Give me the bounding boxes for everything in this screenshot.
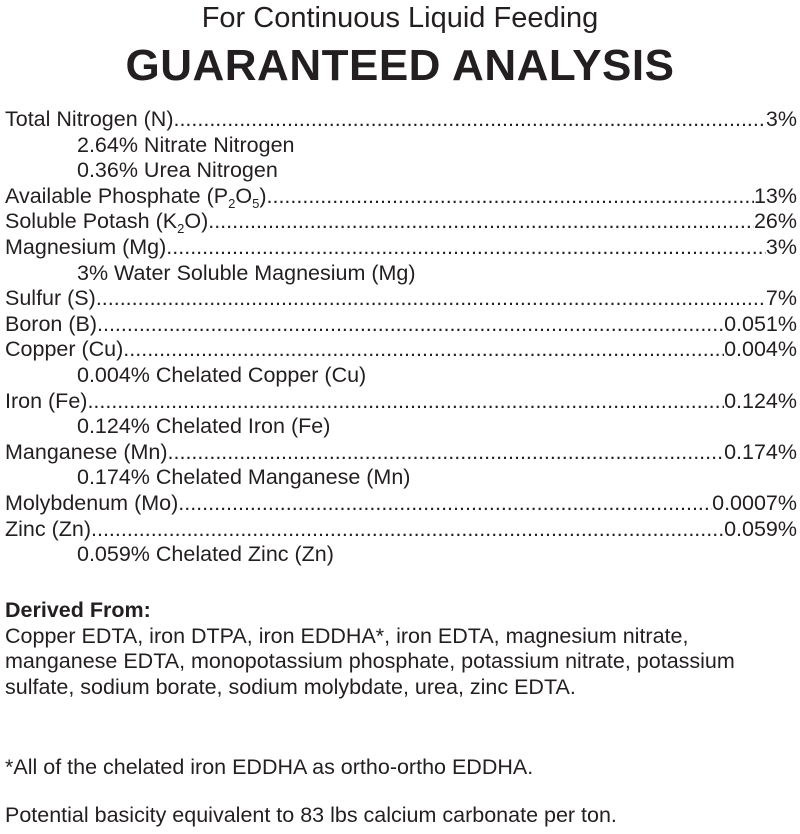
dot-leader [97,312,724,338]
analysis-row: Copper (Cu) 0.004% [5,337,797,363]
nutrient-label: Copper (Cu) [5,337,123,363]
nutrient-value: 0.059% [724,516,797,541]
analysis-subitem: 0.36% Urea Nitrogen [5,158,797,184]
footnote: *All of the chelated iron EDDHA as ortho… [5,755,534,779]
nutrient-label: 0.174% Chelated Manganese (Mn) [77,465,410,491]
label-part: Boron (B) [5,311,98,336]
dot-leader [208,209,754,235]
analysis-row: Sulfur (S) 7% [5,286,797,312]
nutrient-label: 2.64% Nitrate Nitrogen [77,133,295,159]
dot-leader [168,440,725,466]
nutrient-label: Soluble Potash (K2O) [5,209,208,235]
label-part: O) [184,209,209,234]
dot-leader [178,491,712,517]
analysis-row: Total Nitrogen (N) 3% [5,107,797,133]
nutrient-value: 0.051% [724,311,797,336]
dot-leader [87,389,724,415]
label-part: Soluble Potash (K [5,209,178,234]
analysis-row: Available Phosphate (P2O5) 13% [5,184,797,210]
nutrient-label: Manganese (Mn) [5,440,168,466]
label-part: Iron (Fe) [5,388,88,413]
label-part: Sulfur (S) [5,286,96,311]
dot-leader [267,184,754,210]
basicity-statement: Potential basicity equivalent to 83 lbs … [5,803,617,827]
label-part: 0.124% Chelated Iron (Fe) [77,414,331,439]
nutrient-label: Boron (B) [5,312,97,338]
analysis-row: Iron (Fe) 0.124% [5,389,797,415]
label-part: 0.059% Chelated Zinc (Zn) [77,542,334,567]
label-part: 0.174% Chelated Manganese (Mn) [77,465,411,490]
label-part: 5 [252,195,260,211]
nutrient-value: 0.174% [724,439,797,464]
label-part: Zinc (Zn) [5,516,91,541]
nutrient-label: 0.004% Chelated Copper (Cu) [77,363,366,389]
nutrient-value: 0.124% [724,388,797,413]
analysis-subitem: 0.174% Chelated Manganese (Mn) [5,465,797,491]
analysis-subitem: 0.124% Chelated Iron (Fe) [5,414,797,440]
nutrient-label: Total Nitrogen (N) [5,107,173,133]
nutrient-label: Iron (Fe) [5,389,87,415]
nutrient-label: 0.36% Urea Nitrogen [77,158,278,184]
nutrient-value: 7% [765,286,797,311]
nutrient-label: Molybdenum (Mo) [5,491,178,517]
label-part: 2 [177,221,185,237]
label-part: 2 [228,195,236,211]
derived-heading: Derived From: [5,598,151,622]
analysis-row: Soluble Potash (K2O) 26% [5,209,797,235]
nutrient-value: 13% [753,183,797,208]
nutrient-label: Zinc (Zn) [5,517,91,543]
analysis-subitem: 0.059% Chelated Zinc (Zn) [5,542,797,568]
analysis-row: Molybdenum (Mo) 0.0007% [5,491,797,517]
label-part: Available Phosphate (P [5,183,229,208]
analysis-row: Magnesium (Mg) 3% [5,235,797,261]
dot-leader [123,337,724,363]
analysis-list: Total Nitrogen (N) 3% 2.64% Nitrate Nitrog… [5,107,797,568]
dot-leader [91,517,724,543]
label-part: Molybdenum (Mo) [5,490,179,515]
label-part: Manganese (Mn) [5,439,168,464]
nutrient-label: 0.124% Chelated Iron (Fe) [77,414,330,440]
dot-leader [166,235,766,261]
nutrient-value: 0.004% [724,337,797,362]
page-title: GUARANTEED ANALYSIS [125,41,675,90]
analysis-subitem: 3% Water Soluble Magnesium (Mg) [5,261,797,287]
nutrient-value: 3% [765,234,797,259]
label-part: Copper (Cu) [5,337,124,362]
analysis-subitem: 2.64% Nitrate Nitrogen [5,133,797,159]
nutrient-label: 0.059% Chelated Zinc (Zn) [77,542,334,568]
nutrient-label: 3% Water Soluble Magnesium (Mg) [77,261,416,287]
nutrient-value: 3% [765,107,797,131]
analysis-subitem: 0.004% Chelated Copper (Cu) [5,363,797,389]
label-part: 3% Water Soluble Magnesium (Mg) [77,260,416,285]
nutrient-label: Available Phosphate (P2O5) [5,184,267,210]
analysis-row: Boron (B) 0.051% [5,312,797,338]
analysis-row: Zinc (Zn) 0.059% [5,517,797,543]
label-part: Magnesium (Mg) [5,234,167,259]
analysis-row: Manganese (Mn) 0.174% [5,440,797,466]
derived-from-section: Derived From: Copper EDTA, iron DTPA, ir… [5,598,795,700]
nutrient-value: 0.0007% [712,490,797,515]
derived-text: Copper EDTA, iron DTPA, iron EDDHA*, iro… [5,623,735,699]
label-part: 0.36% Urea Nitrogen [77,158,278,183]
label-part: ) [259,183,267,208]
nutrient-value: 26% [753,209,797,234]
nutrient-label: Magnesium (Mg) [5,235,166,261]
label-part: 2.64% Nitrate Nitrogen [77,132,295,157]
subtitle: For Continuous Liquid Feeding [201,2,599,34]
label-part: O [235,183,253,208]
dot-leader [173,107,765,133]
label-part: 0.004% Chelated Copper (Cu) [77,362,367,387]
label-part: Total Nitrogen (N) [5,107,174,131]
dot-leader [96,286,766,312]
nutrient-label: Sulfur (S) [5,286,96,312]
